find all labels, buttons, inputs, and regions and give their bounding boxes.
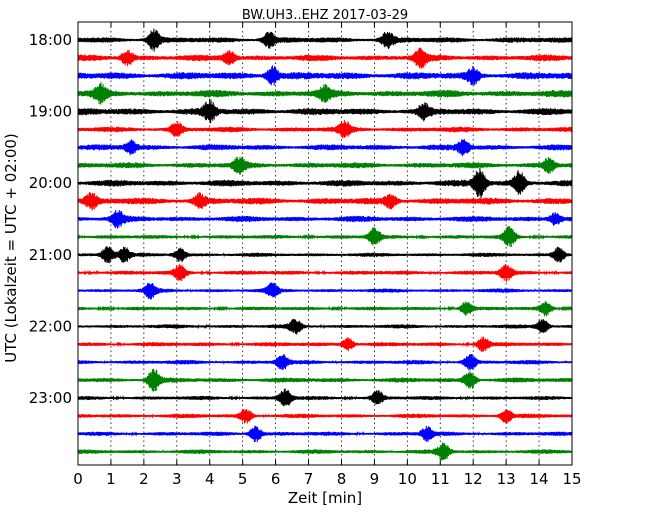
seismogram-trace: [77, 368, 573, 392]
seismogram-trace: [77, 301, 573, 317]
seismogram-trace: [77, 318, 573, 335]
x-tick-label: 5: [238, 470, 248, 488]
x-tick-label: 11: [431, 470, 450, 488]
seismogram-trace: [77, 408, 573, 424]
y-tick-label: 18:00: [29, 31, 72, 49]
x-tick-label: 9: [370, 470, 380, 488]
seismogram-trace: [77, 209, 573, 229]
seismogram-trace: [77, 65, 573, 86]
x-tick-label: 13: [497, 470, 516, 488]
x-tick-label: 12: [464, 470, 483, 488]
y-axis-ticks: 18:00 19:00 20:00 21:00 22:00 23:00: [29, 31, 572, 407]
x-axis-ticks: 0 1 2 3 4 5 6 7 8 9 10 11 12 13 14 15: [73, 22, 582, 488]
seismogram-trace: [77, 246, 573, 264]
seismogram-trace: [77, 442, 573, 461]
y-tick-label: 23:00: [29, 389, 72, 407]
seismogram-trace: [77, 425, 573, 443]
y-tick-label: 19:00: [29, 103, 72, 121]
x-tick-label: 4: [205, 470, 215, 488]
seismogram-trace: [77, 388, 573, 407]
grid-lines: [110, 22, 540, 465]
seismogram-trace: [77, 336, 573, 352]
x-tick-label: 3: [172, 470, 182, 488]
x-tick-label: 7: [304, 470, 314, 488]
y-tick-label: 20:00: [29, 174, 72, 192]
x-tick-label: 10: [398, 470, 417, 488]
plot-frame: [77, 21, 573, 466]
x-tick-label: 0: [73, 470, 83, 488]
seismogram-trace: [77, 156, 573, 175]
y-axis-label: UTC (Lokalzeit = UTC + 02:00): [2, 133, 20, 363]
seismogram-traces: [77, 28, 573, 461]
seismogram-trace: [77, 225, 573, 248]
x-tick-label: 1: [106, 470, 116, 488]
seismogram-trace: [77, 192, 573, 211]
y-tick-label: 21:00: [29, 246, 72, 264]
seismogram-trace: [77, 282, 573, 300]
seismogram-trace: [77, 167, 573, 199]
x-tick-label: 15: [562, 470, 581, 488]
seismogram-trace: [77, 28, 573, 52]
x-tick-label: 14: [530, 470, 549, 488]
x-tick-label: 2: [139, 470, 149, 488]
seismogram-trace: [77, 353, 573, 371]
y-tick-label: 22:00: [29, 317, 72, 335]
seismogram-trace: [77, 119, 573, 139]
seismogram-trace: [77, 263, 573, 283]
seismogram-trace: [77, 47, 573, 69]
x-axis-label: Zeit [min]: [288, 489, 362, 507]
seismogram-trace: [77, 139, 573, 156]
x-tick-label: 6: [271, 470, 281, 488]
x-tick-label: 8: [337, 470, 347, 488]
seismogram-trace: [77, 81, 573, 105]
chart-title: BW.UH3..EHZ 2017-03-29: [242, 8, 408, 23]
seismogram-trace: [77, 99, 573, 124]
